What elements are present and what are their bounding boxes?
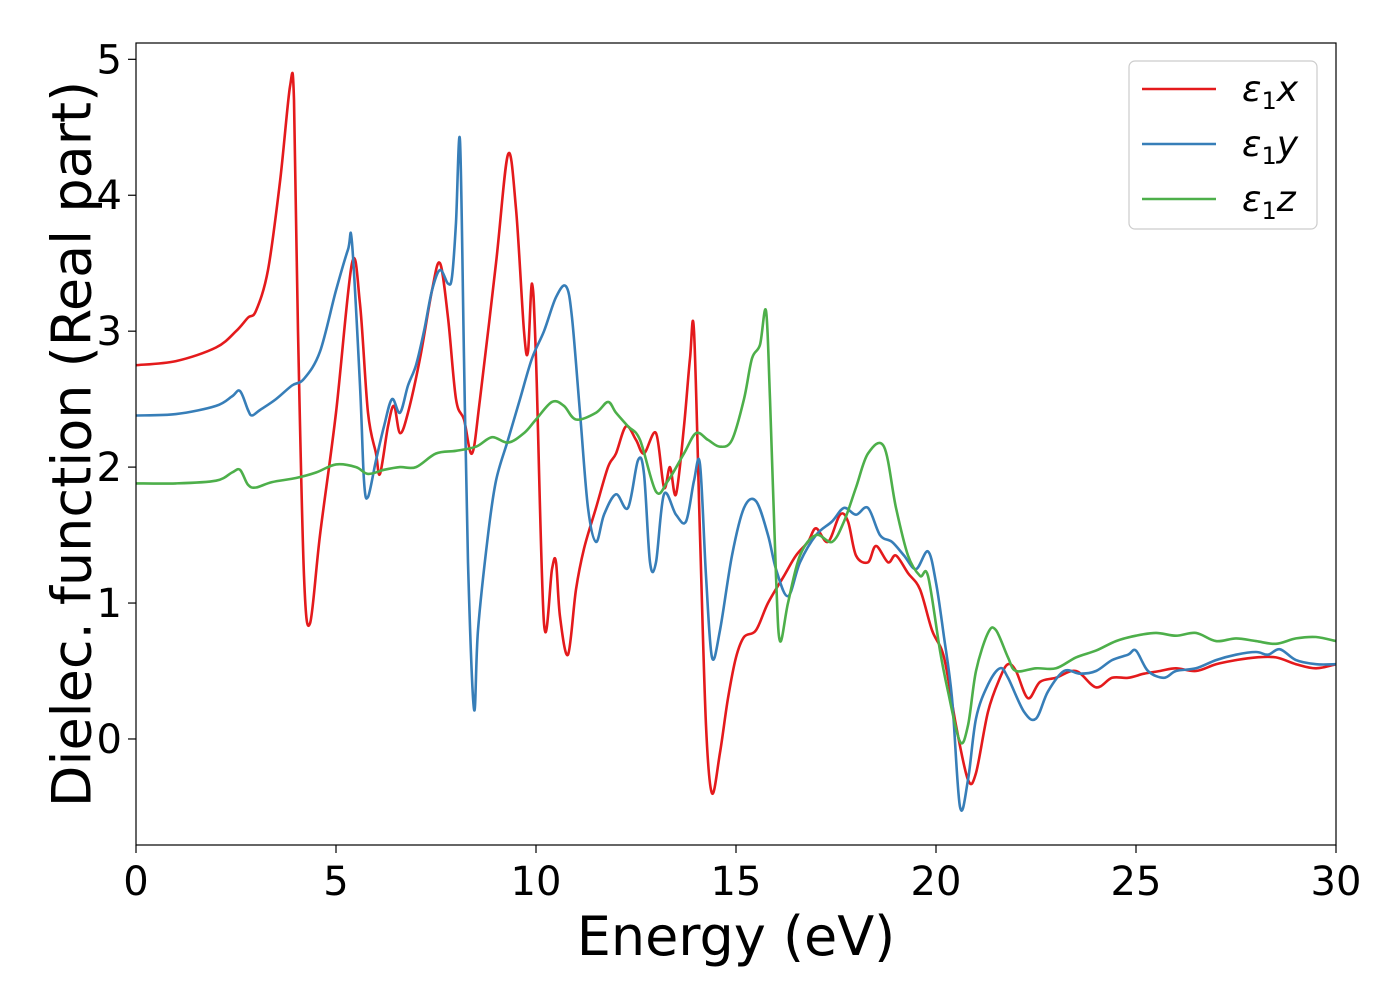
y-tick-label: 3 (97, 309, 122, 355)
legend-item-x: ε1x (1142, 69, 1299, 115)
x-tick-label: 15 (711, 859, 762, 905)
x-axis: 0 5 10 15 20 25 30 (123, 845, 1361, 905)
y-axis-label: Dielec. function (Real part) (41, 81, 104, 807)
legend-label-axis: z (1276, 179, 1297, 220)
x-tick-label: 20 (911, 859, 962, 905)
series-layer (135, 71, 1337, 812)
legend-item-z: ε1z (1142, 179, 1297, 225)
legend-label-base: ε (1242, 124, 1261, 165)
x-axis-label: Energy (eV) (577, 905, 896, 968)
y-tick-label: 4 (97, 173, 122, 219)
legend-label: ε1x (1242, 69, 1299, 115)
legend-label-axis: x (1276, 69, 1299, 110)
x-tick-label: 5 (323, 859, 348, 905)
legend-label: ε1z (1242, 179, 1297, 225)
legend-item-y: ε1y (1142, 124, 1299, 170)
legend-label-base: ε (1242, 69, 1261, 110)
legend-box (1128, 60, 1318, 230)
y-tick-label: 2 (97, 445, 122, 491)
y-tick-label: 0 (97, 717, 122, 763)
legend-label: ε1y (1242, 124, 1299, 170)
series-line-x (135, 71, 1337, 795)
y-tick-label: 5 (97, 37, 122, 83)
x-tick-label: 0 (123, 859, 148, 905)
legend-label-base: ε (1242, 179, 1261, 220)
y-tick-label: 1 (97, 581, 122, 627)
y-axis: 0 1 2 3 4 5 (97, 37, 136, 763)
x-tick-label: 10 (511, 859, 562, 905)
x-tick-label: 30 (1311, 859, 1362, 905)
legend-label-subscript: 1 (1261, 197, 1276, 225)
series-line-z (135, 308, 1337, 745)
legend-label-subscript: 1 (1261, 142, 1276, 170)
x-tick-label: 25 (1111, 859, 1162, 905)
legend-label-axis: y (1276, 124, 1299, 165)
legend-label-subscript: 1 (1261, 87, 1276, 115)
series-line-y (135, 136, 1337, 812)
